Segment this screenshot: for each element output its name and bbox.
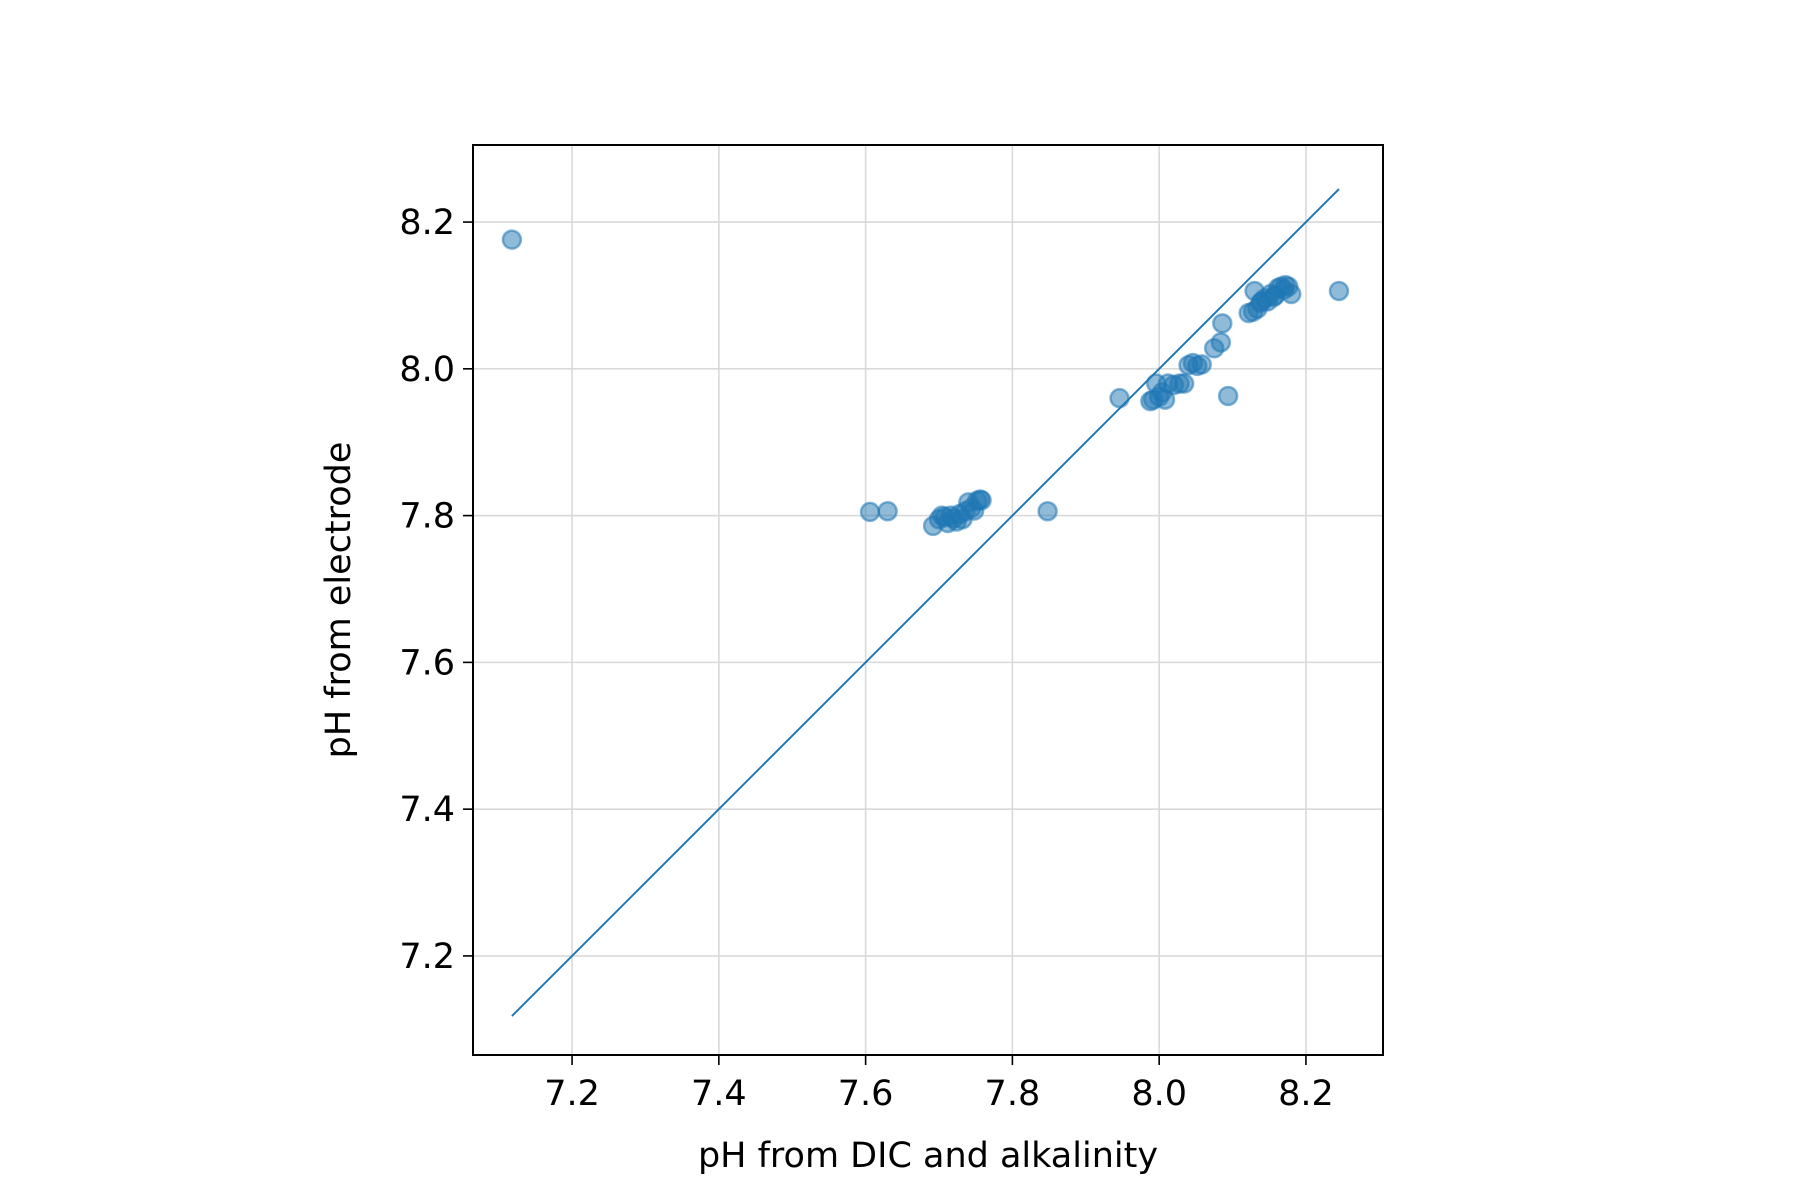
data-point [1328, 280, 1350, 302]
data-point [1191, 354, 1212, 375]
data-point [1210, 332, 1232, 353]
identity-line-layer [511, 188, 1340, 1017]
data-point [501, 229, 523, 250]
x-tick-label: 8.2 [1278, 1074, 1334, 1114]
x-tick-label: 8.0 [1131, 1074, 1187, 1114]
y-tick-label: 7.4 [399, 790, 455, 830]
data-point [1212, 313, 1233, 334]
y-tick-label: 8.2 [399, 203, 455, 243]
tick-layer: 7.2 7.4 7.6 7.8 8.0 8.2 7.2 7.4 7.6 7.8 8.0 8.2 [399, 203, 1333, 1114]
x-axis-label: pH from DIC and alkalinity [698, 1136, 1158, 1176]
data-point [971, 489, 992, 511]
x-tick-label: 7.2 [544, 1074, 600, 1114]
data-point [1281, 283, 1302, 305]
data-point [1037, 500, 1058, 522]
x-tick-label: 7.4 [691, 1074, 747, 1114]
data-point [1217, 385, 1239, 407]
plot-frame [472, 144, 1384, 1056]
data-point [859, 501, 881, 523]
x-tick-label: 7.8 [985, 1074, 1041, 1114]
y-tick-label: 7.6 [399, 643, 455, 683]
x-tick-label: 7.6 [838, 1074, 894, 1114]
grid-layer [473, 145, 1383, 1055]
data-points-layer [501, 229, 1350, 537]
y-tick-label: 8.0 [399, 350, 455, 390]
y-tick-label: 7.2 [399, 937, 455, 977]
data-point [1173, 373, 1195, 394]
identity-line [511, 188, 1340, 1017]
y-tick-label: 7.8 [399, 497, 455, 537]
data-point [877, 500, 898, 522]
data-point [1109, 387, 1130, 409]
y-axis-label: pH from electrode [319, 442, 359, 759]
